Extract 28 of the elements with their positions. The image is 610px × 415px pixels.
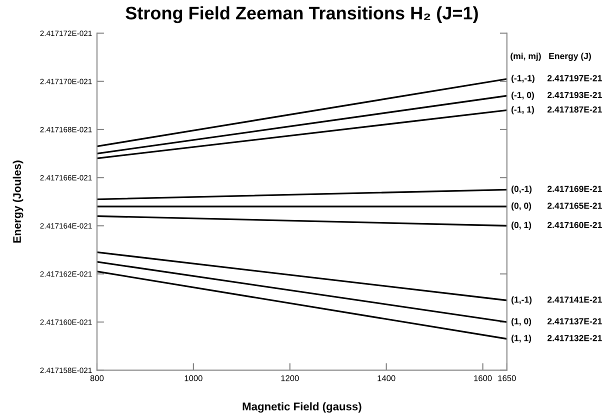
- series-label: (1, 0): [512, 318, 532, 326]
- text: 2.417132E-21: [547, 335, 602, 342]
- x-tick-label: 1600: [474, 375, 492, 382]
- series-label: (0,-1): [512, 186, 532, 194]
- series-label: (-1, 0): [512, 92, 534, 100]
- x-tick-label: 800: [90, 375, 104, 382]
- x-tick-label: 1200: [281, 375, 299, 382]
- x-tick-label: 1000: [184, 375, 202, 382]
- series-label: (1,-1): [512, 296, 532, 304]
- series-label: (-1, 1): [512, 106, 534, 114]
- y-axis-title: Energy (Joules): [12, 160, 24, 243]
- chart-title: Strong Field Zeeman Transitions H₂ (J=1): [126, 6, 478, 24]
- x-axis-title: Magnetic Field (gauss): [242, 402, 362, 413]
- text: 2.417137E-21: [547, 318, 602, 324]
- series-label: (1, 1): [512, 334, 532, 343]
- text: (mi, mj) Energy (J): [510, 52, 591, 61]
- text: 2.417160E-21: [547, 222, 602, 228]
- text: 2.417141E-21: [547, 296, 602, 303]
- series-label: (-1,-1): [512, 74, 534, 84]
- series-label: (0, 0): [512, 202, 532, 211]
- text: 2.417165E-21: [547, 202, 602, 209]
- text: 2.417187E-21: [547, 106, 602, 113]
- x-tick-label: 1400: [378, 375, 396, 382]
- x-tick-label: 1650: [498, 375, 516, 382]
- text: 2.417193E-21: [547, 92, 602, 98]
- series-label: (0, 1): [512, 222, 532, 230]
- text: 2.417197E-21: [547, 75, 602, 82]
- text: 2.417169E-21: [547, 186, 602, 192]
